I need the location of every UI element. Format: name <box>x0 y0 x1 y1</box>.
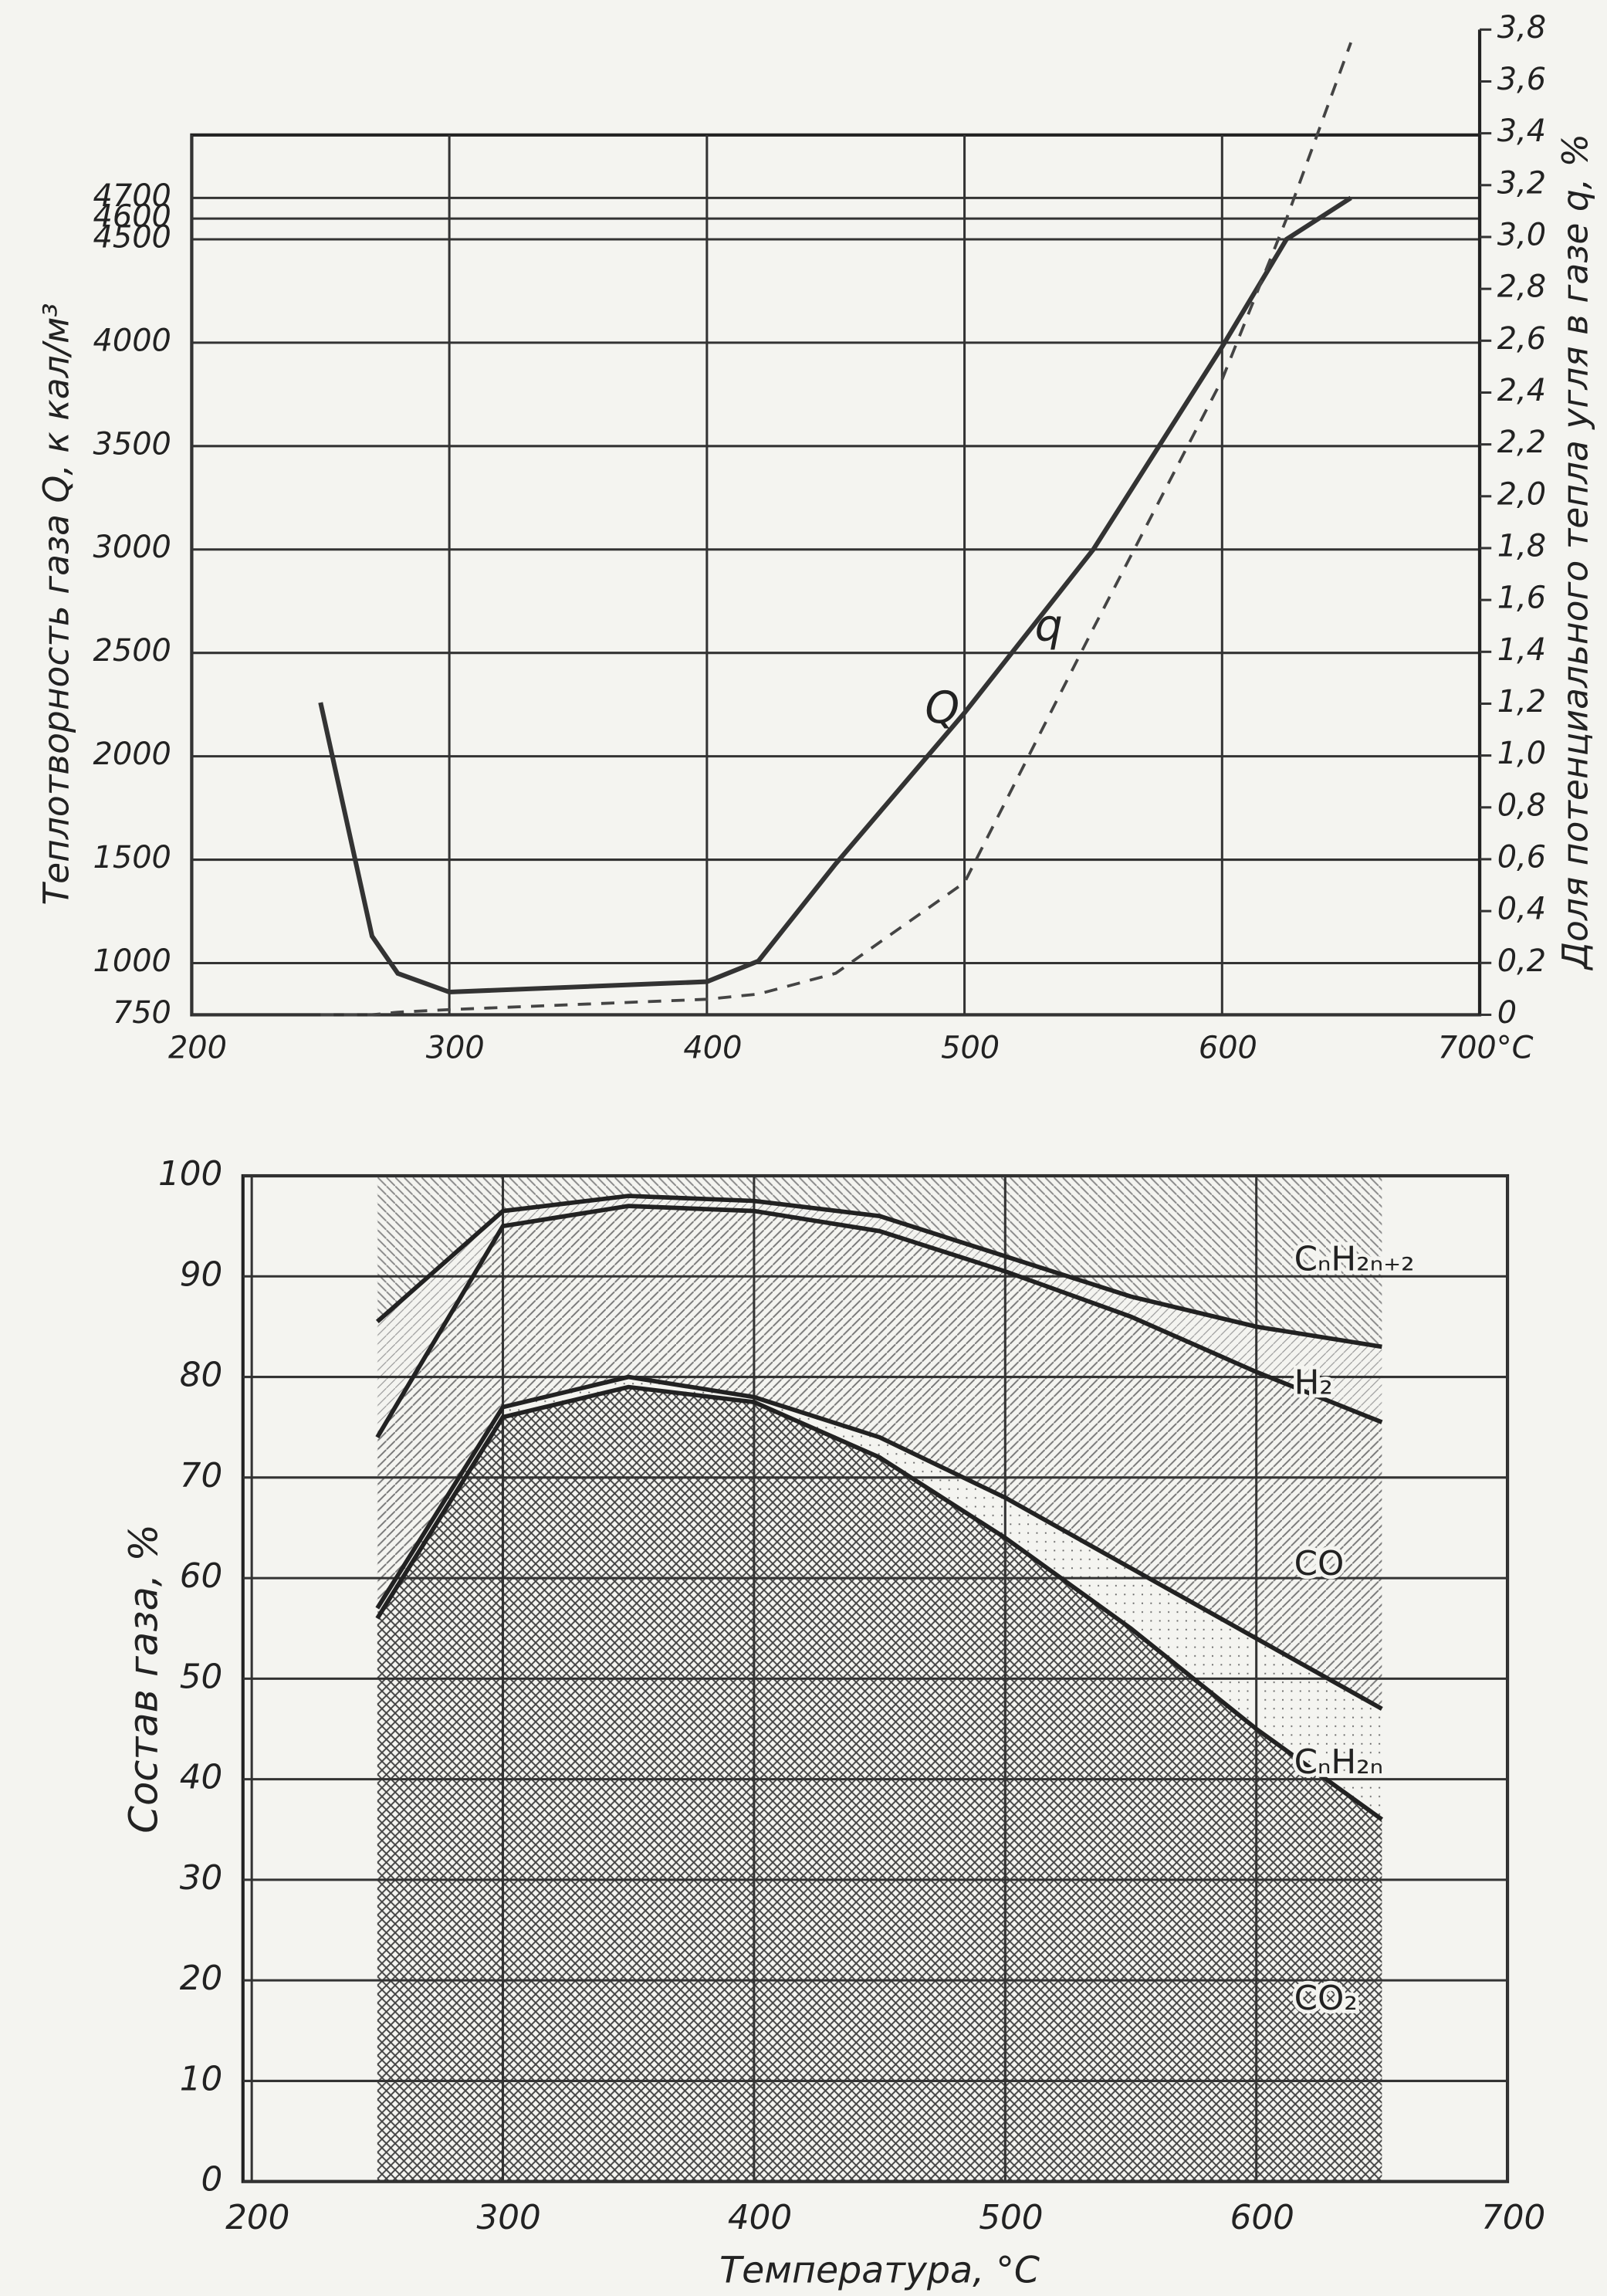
y2-tick-label: 0,4 <box>1497 892 1546 927</box>
y2-tick-label: 3,8 <box>1497 10 1546 46</box>
y-tick-label: 60 <box>180 1557 222 1596</box>
y2-tick-label: 2,2 <box>1497 425 1546 460</box>
y2-tick-label: 1,8 <box>1497 528 1546 564</box>
y2-tick-label: 2,6 <box>1497 321 1546 357</box>
x-tick-label: 700°C <box>1438 1030 1534 1065</box>
y-tick-label: 4000 <box>93 323 171 358</box>
y-tick-label: 0 <box>201 2161 222 2199</box>
x-tick-label: 200 <box>168 1030 227 1065</box>
y-tick-label: 90 <box>180 1255 222 1294</box>
x-tick-label: 500 <box>941 1030 1000 1065</box>
x-tick-label: 200 <box>225 2199 289 2237</box>
series-label: CO₂ <box>1294 1979 1358 2018</box>
series-label: q <box>1035 601 1063 652</box>
y2-tick-label: 3,0 <box>1497 217 1546 252</box>
y-tick-label: 1500 <box>93 840 171 875</box>
x-tick-label: 400 <box>728 2199 792 2237</box>
boundary-line <box>375 1384 1384 1822</box>
x-tick-label: 500 <box>979 2199 1043 2237</box>
series-label: CO <box>1294 1545 1345 1583</box>
y-tick-label: 100 <box>158 1155 222 1194</box>
y-tick-label: 4500 <box>93 219 171 255</box>
y-axis-label: Состав газа, % <box>121 1524 167 1834</box>
area <box>377 1206 1382 1709</box>
series-line <box>318 195 1352 995</box>
y-tick-label: 20 <box>180 1959 222 1998</box>
x-tick-label: 400 <box>683 1030 742 1065</box>
y2-tick-label: 2,0 <box>1497 476 1546 512</box>
y-tick-label: 3500 <box>93 426 171 462</box>
y2-tick-label: 1,0 <box>1497 736 1546 771</box>
y-tick-label: 1000 <box>93 943 171 979</box>
y2-tick-label: 3,6 <box>1497 62 1546 97</box>
y2-axis-label: Доля потенциального тепла угля в газе q,… <box>1555 134 1596 970</box>
y2-tick-label: 1,6 <box>1497 581 1546 616</box>
area <box>377 1387 1382 2182</box>
boundary-line <box>375 1374 1383 1711</box>
x-tick-label: 300 <box>476 2199 540 2237</box>
y-tick-label: 2000 <box>93 737 171 772</box>
area <box>377 1176 1382 1347</box>
series-label: Q <box>925 682 959 733</box>
series-label: CₙH₂ₙ₊₂ <box>1294 1241 1415 1279</box>
x-axis-label: Температура, °C <box>719 2249 1040 2291</box>
y2-tick-label: 0,8 <box>1497 787 1546 823</box>
series-label: H₂ <box>1294 1363 1333 1402</box>
x-tick-label: 600 <box>1230 2199 1294 2237</box>
y2-tick-label: 1,2 <box>1497 684 1546 720</box>
y-tick-label: 3000 <box>93 530 171 565</box>
y-tick-label: 4700 <box>93 178 171 214</box>
y-axis-label: Теплотворность газа Q, к кал/м³ <box>36 303 76 905</box>
x-tick-label: 300 <box>426 1030 485 1065</box>
boundary-line <box>375 1194 1382 1349</box>
y2-tick-label: 1,4 <box>1497 632 1546 668</box>
y-tick-label: 2500 <box>93 633 171 669</box>
y2-tick-label: 3,2 <box>1497 165 1546 201</box>
y2-tick-label: 0 <box>1497 995 1517 1031</box>
y-tick-label: 4600 <box>93 199 171 235</box>
y2-tick-label: 0,2 <box>1497 943 1546 979</box>
y2-tick-label: 2,8 <box>1497 269 1546 305</box>
area <box>377 1196 1382 1438</box>
x-tick-label: 600 <box>1199 1030 1257 1065</box>
plot-frame <box>190 133 1482 1017</box>
y-tick-label: 80 <box>180 1356 222 1395</box>
y-tick-label: 10 <box>180 2060 222 2098</box>
y-tick-label: 30 <box>180 1859 222 1898</box>
y2-tick-label: 3,4 <box>1497 113 1546 149</box>
y-tick-label: 50 <box>180 1658 222 1696</box>
boundary-line <box>375 1204 1383 1439</box>
x-tick-label: 700 <box>1481 2199 1545 2237</box>
y-tick-label: 70 <box>180 1457 222 1495</box>
y-tick-label: 750 <box>113 995 171 1031</box>
y2-tick-label: 2,4 <box>1497 373 1546 408</box>
series-label: CₙH₂ₙ <box>1294 1743 1383 1782</box>
y-tick-label: 40 <box>180 1759 222 1797</box>
y2-tick-label: 0,6 <box>1497 839 1546 875</box>
series-line <box>320 42 1352 1017</box>
